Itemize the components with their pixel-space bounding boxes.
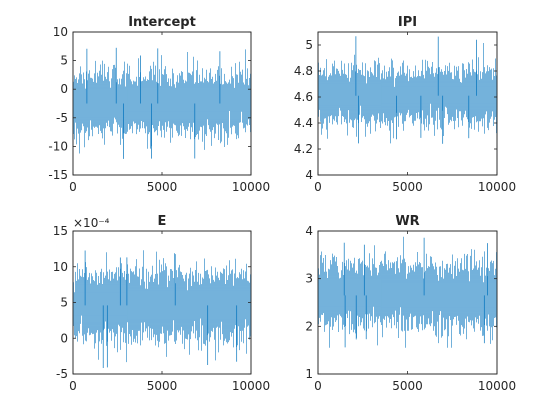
subplot-ipi: 0 5000 10000 4 4.2 4.4 4.6 4.8 5 IPI xyxy=(294,15,516,194)
y-tick-label: 5 xyxy=(305,38,313,52)
y-tick-label: 4.8 xyxy=(294,64,313,78)
subplot-title: E xyxy=(158,214,167,229)
subplot-wr: 0 5000 10000 1 2 3 4 WR xyxy=(305,214,516,393)
x-tick-label: 0 xyxy=(314,180,322,194)
y-tick-label: 10 xyxy=(53,25,68,39)
trace-line xyxy=(318,236,497,348)
subplot-title: Intercept xyxy=(128,15,196,30)
y-tick-label: 1 xyxy=(305,367,313,381)
trace-line xyxy=(73,250,251,363)
x-tick-label: 10000 xyxy=(478,379,516,393)
y-tick-label: -5 xyxy=(56,111,68,125)
y-tick-label: 5 xyxy=(60,54,68,68)
x-tick-label: 10000 xyxy=(232,180,270,194)
subplot-title: WR xyxy=(395,214,419,229)
x-tick-label: 0 xyxy=(314,379,322,393)
y-tick-label: 4.4 xyxy=(294,116,313,130)
x-tick-label: 5000 xyxy=(147,180,178,194)
y-tick-label: 5 xyxy=(60,296,68,310)
trace-line xyxy=(73,49,251,154)
y-tick-label: -15 xyxy=(48,168,68,182)
y-tick-label: 0 xyxy=(60,82,68,96)
y-tick-label: 4 xyxy=(305,224,313,238)
x-tick-label: 0 xyxy=(69,379,77,393)
trace-line xyxy=(318,43,497,144)
y-tick-label: -10 xyxy=(48,139,68,153)
y-exponent-label: ×10⁻⁴ xyxy=(73,216,110,230)
subplot-intercept: 0 5000 10000 -15 -10 -5 0 5 10 Intercept xyxy=(48,15,270,194)
y-tick-label: 3 xyxy=(305,272,313,286)
subplot-title: IPI xyxy=(398,15,417,30)
x-tick-label: 10000 xyxy=(232,379,270,393)
y-tick-label: 0 xyxy=(60,331,68,345)
y-tick-label: -5 xyxy=(56,367,68,381)
x-tick-label: 5000 xyxy=(147,379,178,393)
x-tick-label: 0 xyxy=(69,180,77,194)
x-tick-label: 5000 xyxy=(392,180,423,194)
x-tick-label: 10000 xyxy=(478,180,516,194)
x-tick-label: 5000 xyxy=(392,379,423,393)
y-tick-label: 4 xyxy=(305,168,313,182)
y-tick-label: 4.2 xyxy=(294,142,313,156)
y-tick-label: 4.6 xyxy=(294,90,313,104)
y-tick-label: 2 xyxy=(305,319,313,333)
y-tick-label: 10 xyxy=(53,260,68,274)
y-tick-label: 15 xyxy=(53,224,68,238)
